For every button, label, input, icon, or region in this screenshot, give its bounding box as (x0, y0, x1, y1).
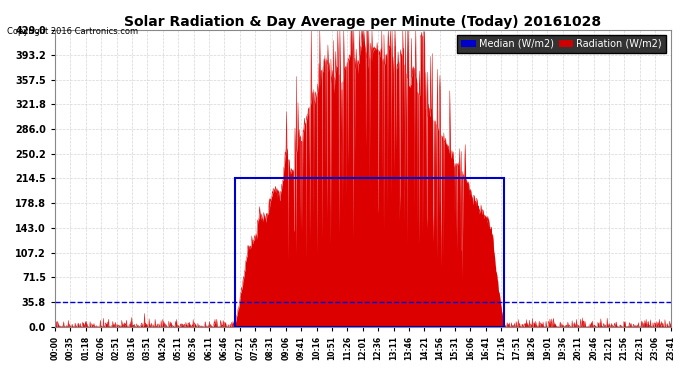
Legend: Median (W/m2), Radiation (W/m2): Median (W/m2), Radiation (W/m2) (457, 35, 666, 53)
Bar (235, 178, 504, 327)
Text: Copyright 2016 Cartronics.com: Copyright 2016 Cartronics.com (7, 27, 138, 36)
Title: Solar Radiation & Day Average per Minute (Today) 20161028: Solar Radiation & Day Average per Minute… (124, 15, 601, 29)
